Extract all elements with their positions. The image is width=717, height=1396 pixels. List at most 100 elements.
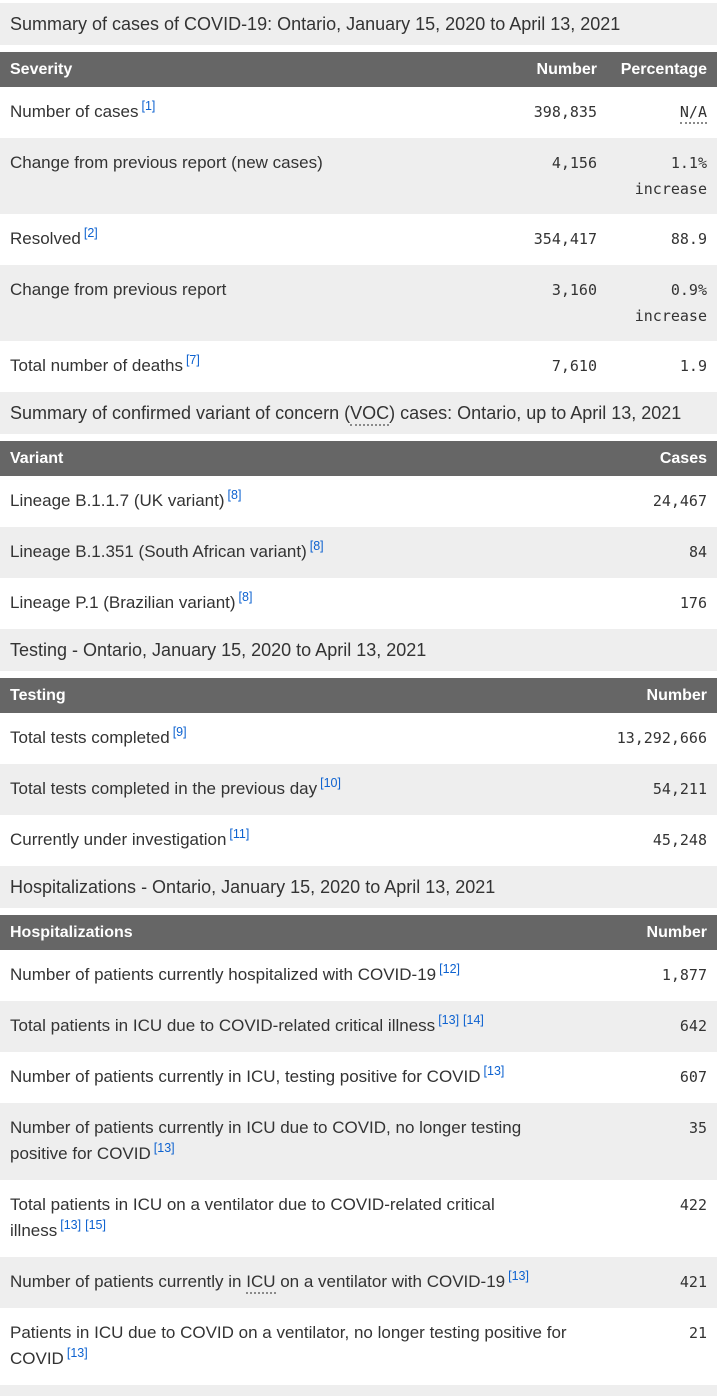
percentage-direction: increase [634,307,707,325]
row-label: Lineage B.1.351 (South African variant)[… [0,527,577,578]
title-text: Summary of confirmed variant of concern … [10,403,351,423]
section-cases: Summary of cases of COVID-19: Ontario, J… [0,3,717,392]
row-label: Number of patients currently in ICU, tes… [0,1052,577,1103]
row-percentage: N/A [607,87,717,138]
table-row: Number of patients currently in ICU, tes… [0,1052,717,1103]
percentage-value: 1.1% [670,154,707,172]
row-value: 1,877 [661,966,707,984]
footnote-link[interactable]: [2] [83,226,98,240]
row-label-text: Number of patients currently in ICU, tes… [10,1067,481,1086]
row-label: Lineage B.1.1.7 (UK variant) [8] [0,476,577,527]
row-value: 421 [679,1273,707,1291]
footnote-link[interactable]: [15] [85,1218,106,1232]
footnote-link[interactable]: [14] [463,1013,484,1027]
row-label-text: Lineage P.1 (Brazilian variant) [10,593,236,612]
table-row: Number of patients currently in ICU on a… [0,1257,717,1308]
row-label-text: Currently under investigation [10,830,227,849]
row-label: Total number of deaths [7] [0,341,492,392]
column-header-number: Number [536,60,597,78]
table-header-hospitalizations: Hospitalizations Number [0,915,717,950]
row-value: 422 [679,1196,707,1214]
row-label-text: Resolved [10,229,81,248]
table-row: Change from previous report 3,160 0.9% in… [0,265,717,341]
footnote-link[interactable]: [13] [438,1013,460,1027]
table-header-testing: Testing Number [0,678,717,713]
footnote-link[interactable]: [13] [60,1218,82,1232]
table-header-cases: Severity Number Percentage [0,52,717,87]
row-label-text: Number of patients currently in ICU due … [10,1118,522,1163]
table-header-voc: Variant Cases [0,441,717,476]
voc-abbr: VOC [350,403,390,426]
row-value: 35 [688,1119,707,1137]
footnote-link[interactable]: [10] [320,776,341,790]
row-label-text: Patients in ICU due to COVID on a ventil… [10,1323,567,1368]
row-percentage: 1.1% increase [607,138,717,214]
row-label: Number of patients currently in ICU due … [0,1103,577,1180]
section-title-voc: Summary of confirmed variant of concern … [0,392,717,434]
row-label-text: Change from previous report [10,280,227,299]
table-row: Total tests completed in the previous da… [0,764,717,815]
row-label: Total tests completed in the previous da… [0,764,577,815]
footnote-link[interactable]: [8] [238,590,253,604]
column-header-testing: Testing [10,686,66,704]
footnote-link[interactable]: [9] [172,725,187,739]
footnote-link[interactable]: [13] [153,1141,175,1155]
table-row: Lineage P.1 (Brazilian variant) [8] 176 [0,578,717,629]
row-number: 398,835 [533,103,597,121]
table-row: Number of patients currently hospitalize… [0,950,717,1001]
row-label-text: Total patients in ICU due to COVID-relat… [10,1016,436,1035]
table-row: Total number of deaths [7] 7,610 1.9 [0,341,717,392]
footnote-link[interactable]: [13] [66,1346,88,1360]
column-header-severity: Severity [10,60,73,78]
footnote-link[interactable]: [8] [309,539,324,553]
row-value: 176 [679,594,707,612]
row-number: 4,156 [551,154,597,172]
table-row: Currently under investigation [11] 45,248 [0,815,717,866]
row-label-text: Total tests completed [10,728,170,747]
row-label: Total patients in ICU on a ventilator du… [0,1180,577,1257]
table-row: Lineage B.1.351 (South African variant)[… [0,527,717,578]
table-row: Change from previous report (new cases) … [0,138,717,214]
row-label-text: on a ventilator with COVID-19 [275,1272,506,1291]
column-header-number: Number [646,923,707,941]
footnote-link[interactable]: [1] [141,99,156,113]
row-percentage: 1.9 [679,357,707,375]
row-label-text: Change from previous report (new cases) [10,153,323,172]
row-label: Currently under investigation [11] [0,815,577,866]
percentage-value: 0.9% [670,281,707,299]
footnote-link[interactable]: [11] [229,827,250,841]
table-row: Number of patients currently in ICU due … [0,1103,717,1180]
row-label-text: Total patients in ICU on a ventilator du… [10,1195,495,1240]
title-text: ) cases: Ontario, up to April 13, 2021 [389,403,682,423]
table-row: Resolved [2] 354,417 88.9 [0,214,717,265]
row-value: 84 [688,543,707,561]
footnote-link[interactable]: [8] [227,488,242,502]
row-value: 45,248 [652,831,707,849]
row-label: Number of patients currently in ICU on a… [0,1257,577,1308]
row-value: 24,467 [652,492,707,510]
table-row: Total patients in ICU due to COVID-relat… [0,1001,717,1052]
row-number: 3,160 [551,281,597,299]
row-label-text: Total tests completed in the previous da… [10,779,318,798]
table-row: Patients in ICU due to COVID on a ventil… [0,1308,717,1385]
column-header-hospitalizations: Hospitalizations [10,923,133,941]
footnote-link[interactable]: [13] [508,1269,529,1283]
row-percentage: 88.9 [670,230,707,248]
footnote-link[interactable]: [12] [439,962,460,976]
percentage-direction: increase [634,180,707,198]
next-section-title-band-partial [0,1385,717,1396]
table-row: Total patients in ICU on a ventilator du… [0,1180,717,1257]
section-title-hospitalizations: Hospitalizations - Ontario, January 15, … [0,866,717,908]
row-label: Total patients in ICU due to COVID-relat… [0,1001,577,1052]
row-label: Total tests completed [9] [0,713,577,764]
footnote-link[interactable]: [13] [483,1064,505,1078]
row-label: Number of patients currently hospitalize… [0,950,577,1001]
row-percentage: 0.9% increase [607,265,717,341]
column-header-variant: Variant [10,449,64,467]
row-label-text: Total number of deaths [10,356,183,375]
row-label-text: Lineage B.1.1.7 (UK variant) [10,491,225,510]
column-header-cases: Cases [659,449,707,467]
footnote-link[interactable]: [7] [185,353,200,367]
row-label-text: Number of patients currently hospitalize… [10,965,437,984]
